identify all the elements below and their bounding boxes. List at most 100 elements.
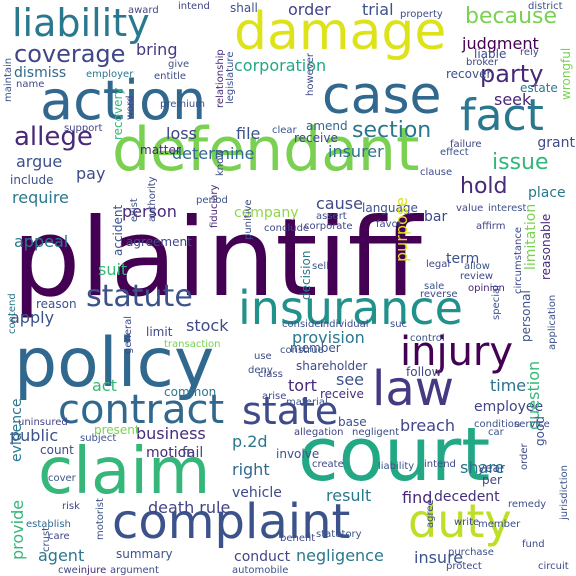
word-allegation: allegation: [294, 427, 344, 438]
word-automobile: automobile: [232, 565, 289, 576]
word-apply: apply: [10, 308, 55, 327]
word-authority: authority: [147, 176, 158, 222]
word-property: property: [400, 9, 443, 20]
word-car: car: [488, 427, 504, 438]
word-state: state: [242, 389, 339, 433]
word-transaction: transaction: [164, 339, 221, 350]
word-service: service: [514, 419, 550, 430]
word-injury: injury: [400, 329, 514, 375]
word-judgment: judgment: [462, 34, 539, 53]
word-argument: argument: [110, 565, 159, 576]
word-require: require: [12, 188, 69, 207]
word-time: time: [490, 376, 527, 395]
word-member: member: [290, 341, 341, 355]
word-injure: injure: [78, 565, 107, 576]
word-intend: intend: [424, 459, 456, 470]
word-share: share: [460, 458, 505, 477]
word-place: place: [528, 185, 566, 201]
word-suit: suit: [98, 260, 128, 279]
word-construe: construe: [280, 345, 324, 356]
word-good: good: [533, 416, 547, 446]
word-language: language: [362, 201, 418, 215]
word-person: person: [122, 202, 177, 221]
word-conclude: conclude: [264, 223, 310, 234]
word-order: order: [288, 0, 331, 19]
word-insurance: insurance: [238, 281, 463, 335]
word-risk: risk: [62, 501, 80, 512]
word-duty: duty: [408, 494, 512, 548]
word-favor: favor: [376, 219, 402, 230]
word-insure: insure: [414, 548, 464, 567]
word-deny: deny: [248, 365, 273, 376]
word-intend: intend: [178, 1, 210, 12]
word-act: act: [92, 376, 117, 395]
word-assert: assert: [316, 211, 347, 222]
word-general: general: [123, 315, 134, 354]
word-file: file: [236, 124, 261, 143]
word-recovery: recovery: [111, 87, 125, 140]
word-accident: accident: [111, 204, 125, 256]
word-cause: cause: [316, 194, 363, 213]
word-establish: establish: [26, 519, 71, 530]
word-suc: suc: [390, 319, 408, 330]
word-rely: rely: [520, 47, 539, 58]
word-support: support: [64, 123, 103, 134]
word-statutory: statutory: [316, 529, 362, 540]
word-estate: estate: [520, 81, 558, 95]
word-limit: limit: [146, 325, 173, 339]
word-care: care: [48, 531, 70, 542]
word-fund: fund: [522, 539, 545, 550]
word-receive: receive: [294, 131, 338, 145]
word-word: word: [125, 95, 136, 120]
word-sale: sale: [424, 281, 445, 292]
word-fiduciary: fiduciary: [209, 184, 220, 228]
word-business: business: [136, 424, 206, 443]
word-liable: liable: [474, 47, 507, 61]
word-remedy: remedy: [508, 499, 547, 510]
word-bar: bar: [424, 209, 448, 225]
word-agreement: agreement: [126, 235, 192, 249]
word-find: find: [402, 488, 433, 507]
word-class: class: [258, 369, 283, 380]
word-section: section: [352, 118, 432, 143]
word-issue: issue: [492, 150, 549, 175]
word-jurisdiction: jurisdiction: [559, 465, 570, 520]
word-public: public: [10, 426, 59, 445]
word-control: control: [410, 333, 445, 344]
word-protect: protect: [446, 561, 482, 572]
word-negligent: negligent: [352, 427, 400, 438]
word-shall: shall: [230, 1, 258, 15]
word-subject: subject: [80, 433, 117, 444]
word-exist: exist: [129, 198, 140, 222]
word-personal: personal: [519, 290, 533, 342]
word-involve: involve: [276, 447, 320, 461]
word-clear: clear: [272, 125, 297, 136]
word-liability: liability: [12, 1, 150, 45]
word-circumstance: circumstance: [513, 227, 524, 294]
word-allow: allow: [464, 261, 490, 272]
word-decedent: decedent: [434, 489, 500, 505]
word-count: count: [40, 443, 74, 457]
word-evidence: evidence: [9, 398, 25, 462]
word-present: present: [94, 423, 140, 437]
word-agree: agree: [425, 499, 436, 528]
word-benefit: benefit: [280, 533, 316, 544]
word-name: name: [16, 79, 45, 90]
word-reason: reason: [36, 297, 77, 311]
word-appeal: appeal: [14, 232, 69, 251]
word-hold: hold: [460, 174, 508, 199]
word-period: period: [196, 195, 228, 206]
word-contract: contract: [58, 387, 225, 433]
word-tort: tort: [288, 376, 317, 395]
word-per: per: [482, 473, 502, 487]
word-individual: individual: [320, 319, 369, 330]
word-law: law: [372, 361, 455, 417]
word-loss: loss: [166, 124, 197, 143]
word-wrongful: wrongful: [559, 47, 573, 100]
word-complaint: complaint: [112, 494, 351, 550]
word-liability: liability: [378, 461, 415, 472]
word-fact: fact: [460, 90, 544, 141]
word-damage: damage: [234, 2, 447, 62]
word-right: right: [232, 460, 270, 479]
